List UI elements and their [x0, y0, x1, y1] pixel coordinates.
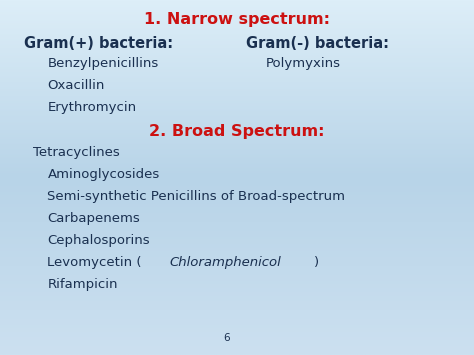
Text: Carbapenems: Carbapenems [47, 212, 140, 225]
Text: Polymyxins: Polymyxins [265, 57, 340, 70]
Text: 1. Narrow spectrum:: 1. Narrow spectrum: [144, 12, 330, 27]
Text: Oxacillin: Oxacillin [47, 79, 105, 92]
Text: Benzylpenicillins: Benzylpenicillins [47, 57, 159, 70]
Text: Gram(-) bacteria:: Gram(-) bacteria: [246, 36, 390, 50]
Text: Gram(+) bacteria:: Gram(+) bacteria: [24, 36, 173, 50]
Text: Tetracyclines: Tetracyclines [33, 146, 120, 159]
Text: Aminoglycosides: Aminoglycosides [47, 168, 160, 181]
Text: 6: 6 [223, 333, 229, 343]
Text: Chloramphenicol: Chloramphenicol [169, 256, 281, 269]
Text: Levomycetin (: Levomycetin ( [47, 256, 142, 269]
Text: ): ) [313, 256, 319, 269]
Text: Rifampicin: Rifampicin [47, 278, 118, 291]
Text: Erythromycin: Erythromycin [47, 101, 137, 114]
Text: Semi-synthetic Penicillins of Broad-spectrum: Semi-synthetic Penicillins of Broad-spec… [47, 190, 346, 203]
Text: 2. Broad Spectrum:: 2. Broad Spectrum: [149, 124, 325, 139]
Text: Cephalosporins: Cephalosporins [47, 234, 150, 247]
